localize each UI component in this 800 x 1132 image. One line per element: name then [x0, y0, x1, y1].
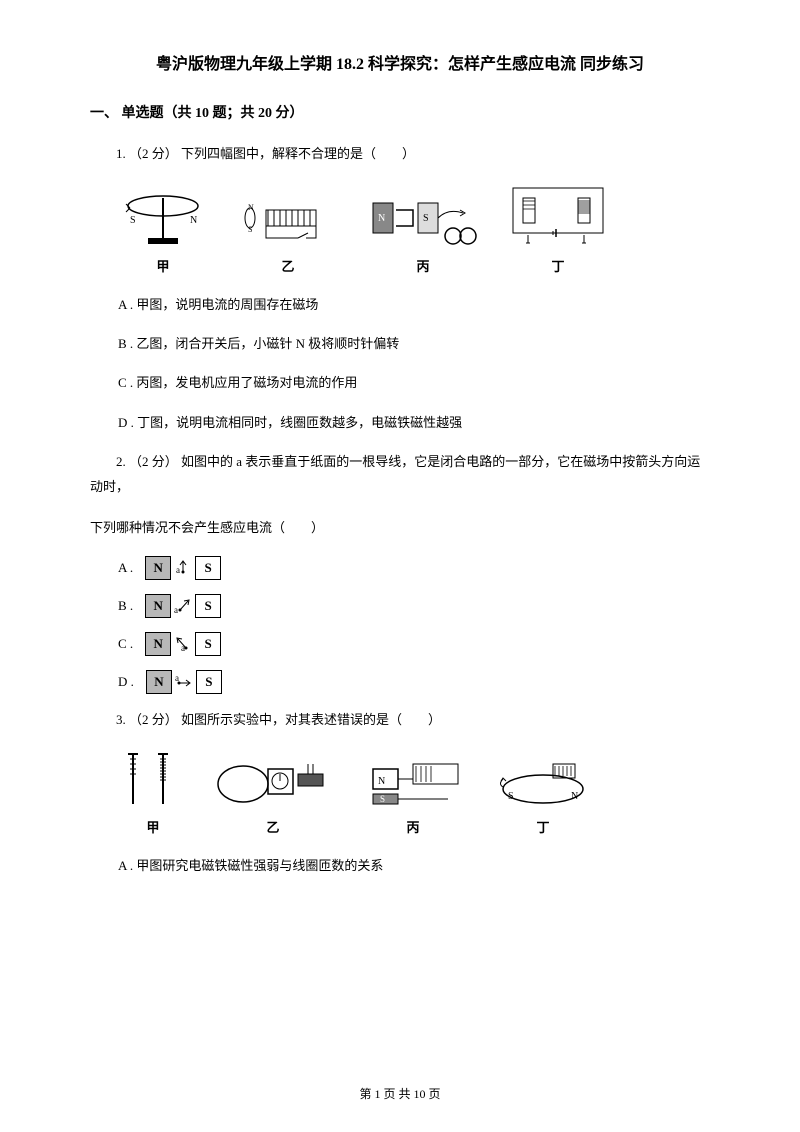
- option-1d: D . 丁图，说明电流相同时，线圈匝数越多，电磁铁磁性越强: [118, 411, 710, 434]
- magnet-s-icon: S: [195, 594, 221, 618]
- wire-a-icon: a: [173, 556, 193, 580]
- question-points: （2 分）: [129, 454, 178, 469]
- svg-text:S: S: [423, 213, 429, 224]
- footer-total-pages: 10: [414, 1087, 426, 1101]
- question-number: 1.: [116, 146, 126, 161]
- svg-text:N: N: [378, 776, 385, 787]
- figure-乙: 乙: [213, 754, 333, 836]
- wire-a-icon: a: [173, 594, 193, 618]
- magnet-s-icon: S: [196, 670, 222, 694]
- figure-甲: 甲: [118, 749, 188, 836]
- option-1c: C . 丙图，发电机应用了磁场对电流的作用: [118, 371, 710, 394]
- option-3a: A . 甲图研究电磁铁磁性强弱与线圈匝数的关系: [118, 854, 710, 877]
- option-key: D .: [118, 415, 134, 430]
- diagram-丁-icon: [508, 183, 608, 248]
- option-2a: A . N a S: [118, 556, 710, 580]
- section-title: 单选题（共 10 题；共 20 分）: [122, 106, 304, 121]
- diagram-3丙-icon: N S: [358, 754, 468, 809]
- figure-label: 甲: [156, 256, 169, 275]
- option-2d: D . N a S: [118, 670, 710, 694]
- question-2-continue: 下列哪种情况不会产生感应电流（ ）: [90, 516, 710, 541]
- option-1a: A . 甲图，说明电流的周围存在磁场: [118, 293, 710, 316]
- svg-text:N: N: [248, 203, 254, 212]
- option-key: C .: [118, 375, 133, 390]
- magnet-s-icon: S: [195, 556, 221, 580]
- option-2c: C . N a S: [118, 632, 710, 656]
- question-3-figures: 甲 乙 N S 丙 S N: [118, 749, 710, 836]
- page-footer: 第 1 页 共 10 页: [0, 1085, 800, 1102]
- page-title: 粤沪版物理九年级上学期 18.2 科学探究：怎样产生感应电流 同步练习: [90, 50, 710, 74]
- svg-text:N: N: [571, 791, 578, 802]
- option-2b: B . N a S: [118, 594, 710, 618]
- option-key: D .: [118, 674, 134, 690]
- wire-a-icon: a: [174, 670, 194, 694]
- svg-text:S: S: [248, 225, 252, 234]
- svg-text:S: S: [508, 791, 514, 802]
- question-text: 如图中的 a 表示垂直于纸面的一根导线，它是闭合电路的一部分，它在磁场中按箭头方…: [90, 454, 700, 494]
- figure-label: 乙: [281, 256, 294, 275]
- svg-text:S: S: [130, 215, 136, 226]
- magnet-n-icon: N: [146, 670, 172, 694]
- option-key: B .: [118, 336, 133, 351]
- figure-label: 丁: [551, 256, 564, 275]
- option-text: 甲图，说明电流的周围存在磁场: [136, 297, 318, 312]
- figure-丁: S N 丁: [493, 759, 593, 836]
- option-key: B .: [118, 598, 133, 614]
- figure-甲: S N 甲: [118, 188, 208, 275]
- question-number: 2.: [116, 454, 126, 469]
- figure-丙: N S 丙: [368, 188, 478, 275]
- question-2: 2. （2 分） 如图中的 a 表示垂直于纸面的一根导线，它是闭合电路的一部分，…: [90, 450, 710, 499]
- diagram-3乙-icon: [213, 754, 333, 809]
- magnet-s-icon: S: [195, 632, 221, 656]
- diagram-乙-icon: N S: [238, 198, 338, 248]
- option-text: 乙图，闭合开关后，小磁针 N 极将顺时针偏转: [136, 336, 399, 351]
- option-1b: B . 乙图，闭合开关后，小磁针 N 极将顺时针偏转: [118, 332, 710, 355]
- footer-page-label: 第: [359, 1087, 371, 1101]
- figure-乙: N S 乙: [238, 198, 338, 275]
- question-text: 如图所示实验中，对其表述错误的是（ ）: [181, 712, 441, 727]
- figure-label: 乙: [266, 817, 279, 836]
- magnet-n-icon: N: [145, 556, 171, 580]
- section-header: 一、 单选题（共 10 题；共 20 分）: [90, 102, 710, 122]
- svg-text:a: a: [176, 565, 180, 575]
- option-key: A .: [118, 297, 133, 312]
- option-key: C .: [118, 636, 133, 652]
- question-points: （2 分）: [129, 712, 178, 727]
- wire-a-icon: a: [173, 632, 193, 656]
- figure-label: 甲: [146, 817, 159, 836]
- svg-text:a: a: [175, 673, 179, 683]
- magnet-n-icon: N: [145, 594, 171, 618]
- figure-label: 丁: [536, 817, 549, 836]
- footer-of-label: 页 共: [383, 1087, 410, 1101]
- question-1-figures: S N 甲 N S 乙 N S 丙: [118, 183, 710, 275]
- footer-current-page: 1: [374, 1087, 380, 1101]
- question-number: 3.: [116, 712, 126, 727]
- option-key: A .: [118, 858, 133, 873]
- diagram-3甲-icon: [118, 749, 188, 809]
- diagram-3丁-icon: S N: [493, 759, 593, 809]
- question-1: 1. （2 分） 下列四幅图中，解释不合理的是（ ）: [90, 142, 710, 167]
- magnet-n-icon: N: [145, 632, 171, 656]
- option-text: 丙图，发电机应用了磁场对电流的作用: [136, 375, 357, 390]
- question-points: （2 分）: [129, 146, 178, 161]
- option-text: 甲图研究电磁铁磁性强弱与线圈匝数的关系: [136, 858, 383, 873]
- question-3: 3. （2 分） 如图所示实验中，对其表述错误的是（ ）: [90, 708, 710, 733]
- option-text: 丁图，说明电流相同时，线圈匝数越多，电磁铁磁性越强: [137, 415, 462, 430]
- footer-end-label: 页: [429, 1087, 441, 1101]
- section-number: 一、: [90, 106, 118, 121]
- figure-丙: N S 丙: [358, 754, 468, 836]
- figure-label: 丙: [416, 256, 429, 275]
- svg-text:S: S: [380, 794, 385, 804]
- diagram-甲-icon: S N: [118, 188, 208, 248]
- svg-text:N: N: [190, 215, 197, 226]
- option-key: A .: [118, 560, 133, 576]
- figure-label: 丙: [406, 817, 419, 836]
- svg-text:N: N: [378, 213, 385, 224]
- svg-text:a: a: [174, 605, 178, 615]
- figure-丁: 丁: [508, 183, 608, 275]
- diagram-丙-icon: N S: [368, 188, 478, 248]
- question-text: 下列四幅图中，解释不合理的是（ ）: [181, 146, 415, 161]
